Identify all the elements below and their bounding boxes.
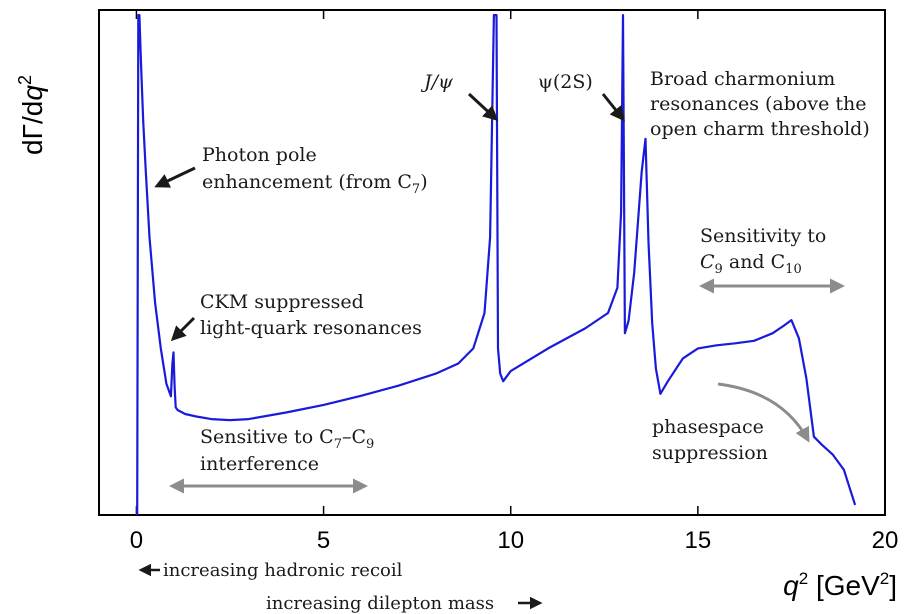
arrow-phasespace — [717, 382, 810, 443]
plot-frame — [98, 9, 886, 516]
annotation-jpsi: J/ψ — [420, 71, 454, 93]
annotation-sensitivity-c9-c10: Sensitivity to C9 and C10 — [700, 225, 832, 277]
note-dilepton-mass: increasing dilepton mass — [266, 593, 494, 614]
x-tick-label: 5 — [317, 527, 330, 554]
arrow-psi2s — [601, 93, 625, 122]
x-tick-label: 0 — [130, 527, 143, 554]
note-hadronic-recoil: increasing hadronic recoil — [163, 560, 403, 581]
annotation-ckm: CKM suppressed light-quark resonances — [200, 291, 422, 339]
arrow-photon-pole — [154, 166, 196, 188]
arrow-jpsi — [467, 92, 499, 122]
arrow-ckm — [170, 316, 196, 342]
annotation-sensitive-c7-c9: Sensitive to C7–C9 interference — [200, 426, 380, 475]
x-ticks: 0 5 10 15 20 — [130, 10, 899, 554]
y-axis-label: dΓ/dq2 — [15, 75, 48, 155]
x-axis-label: q2 [GeV2] — [783, 569, 897, 601]
annotation-psi2s: ψ(2S) — [538, 71, 593, 93]
x-tick-label: 10 — [497, 527, 524, 554]
series-line — [136, 14, 857, 516]
annotation-photon-pole: Photon pole enhancement (from C7) — [202, 144, 428, 197]
x-tick-label: 20 — [872, 527, 899, 554]
annotation-broad-charmonium: Broad charmonium resonances (above the o… — [650, 68, 873, 140]
x-tick-label: 15 — [685, 527, 712, 554]
annotation-phasespace: phasespace suppression — [652, 416, 770, 464]
